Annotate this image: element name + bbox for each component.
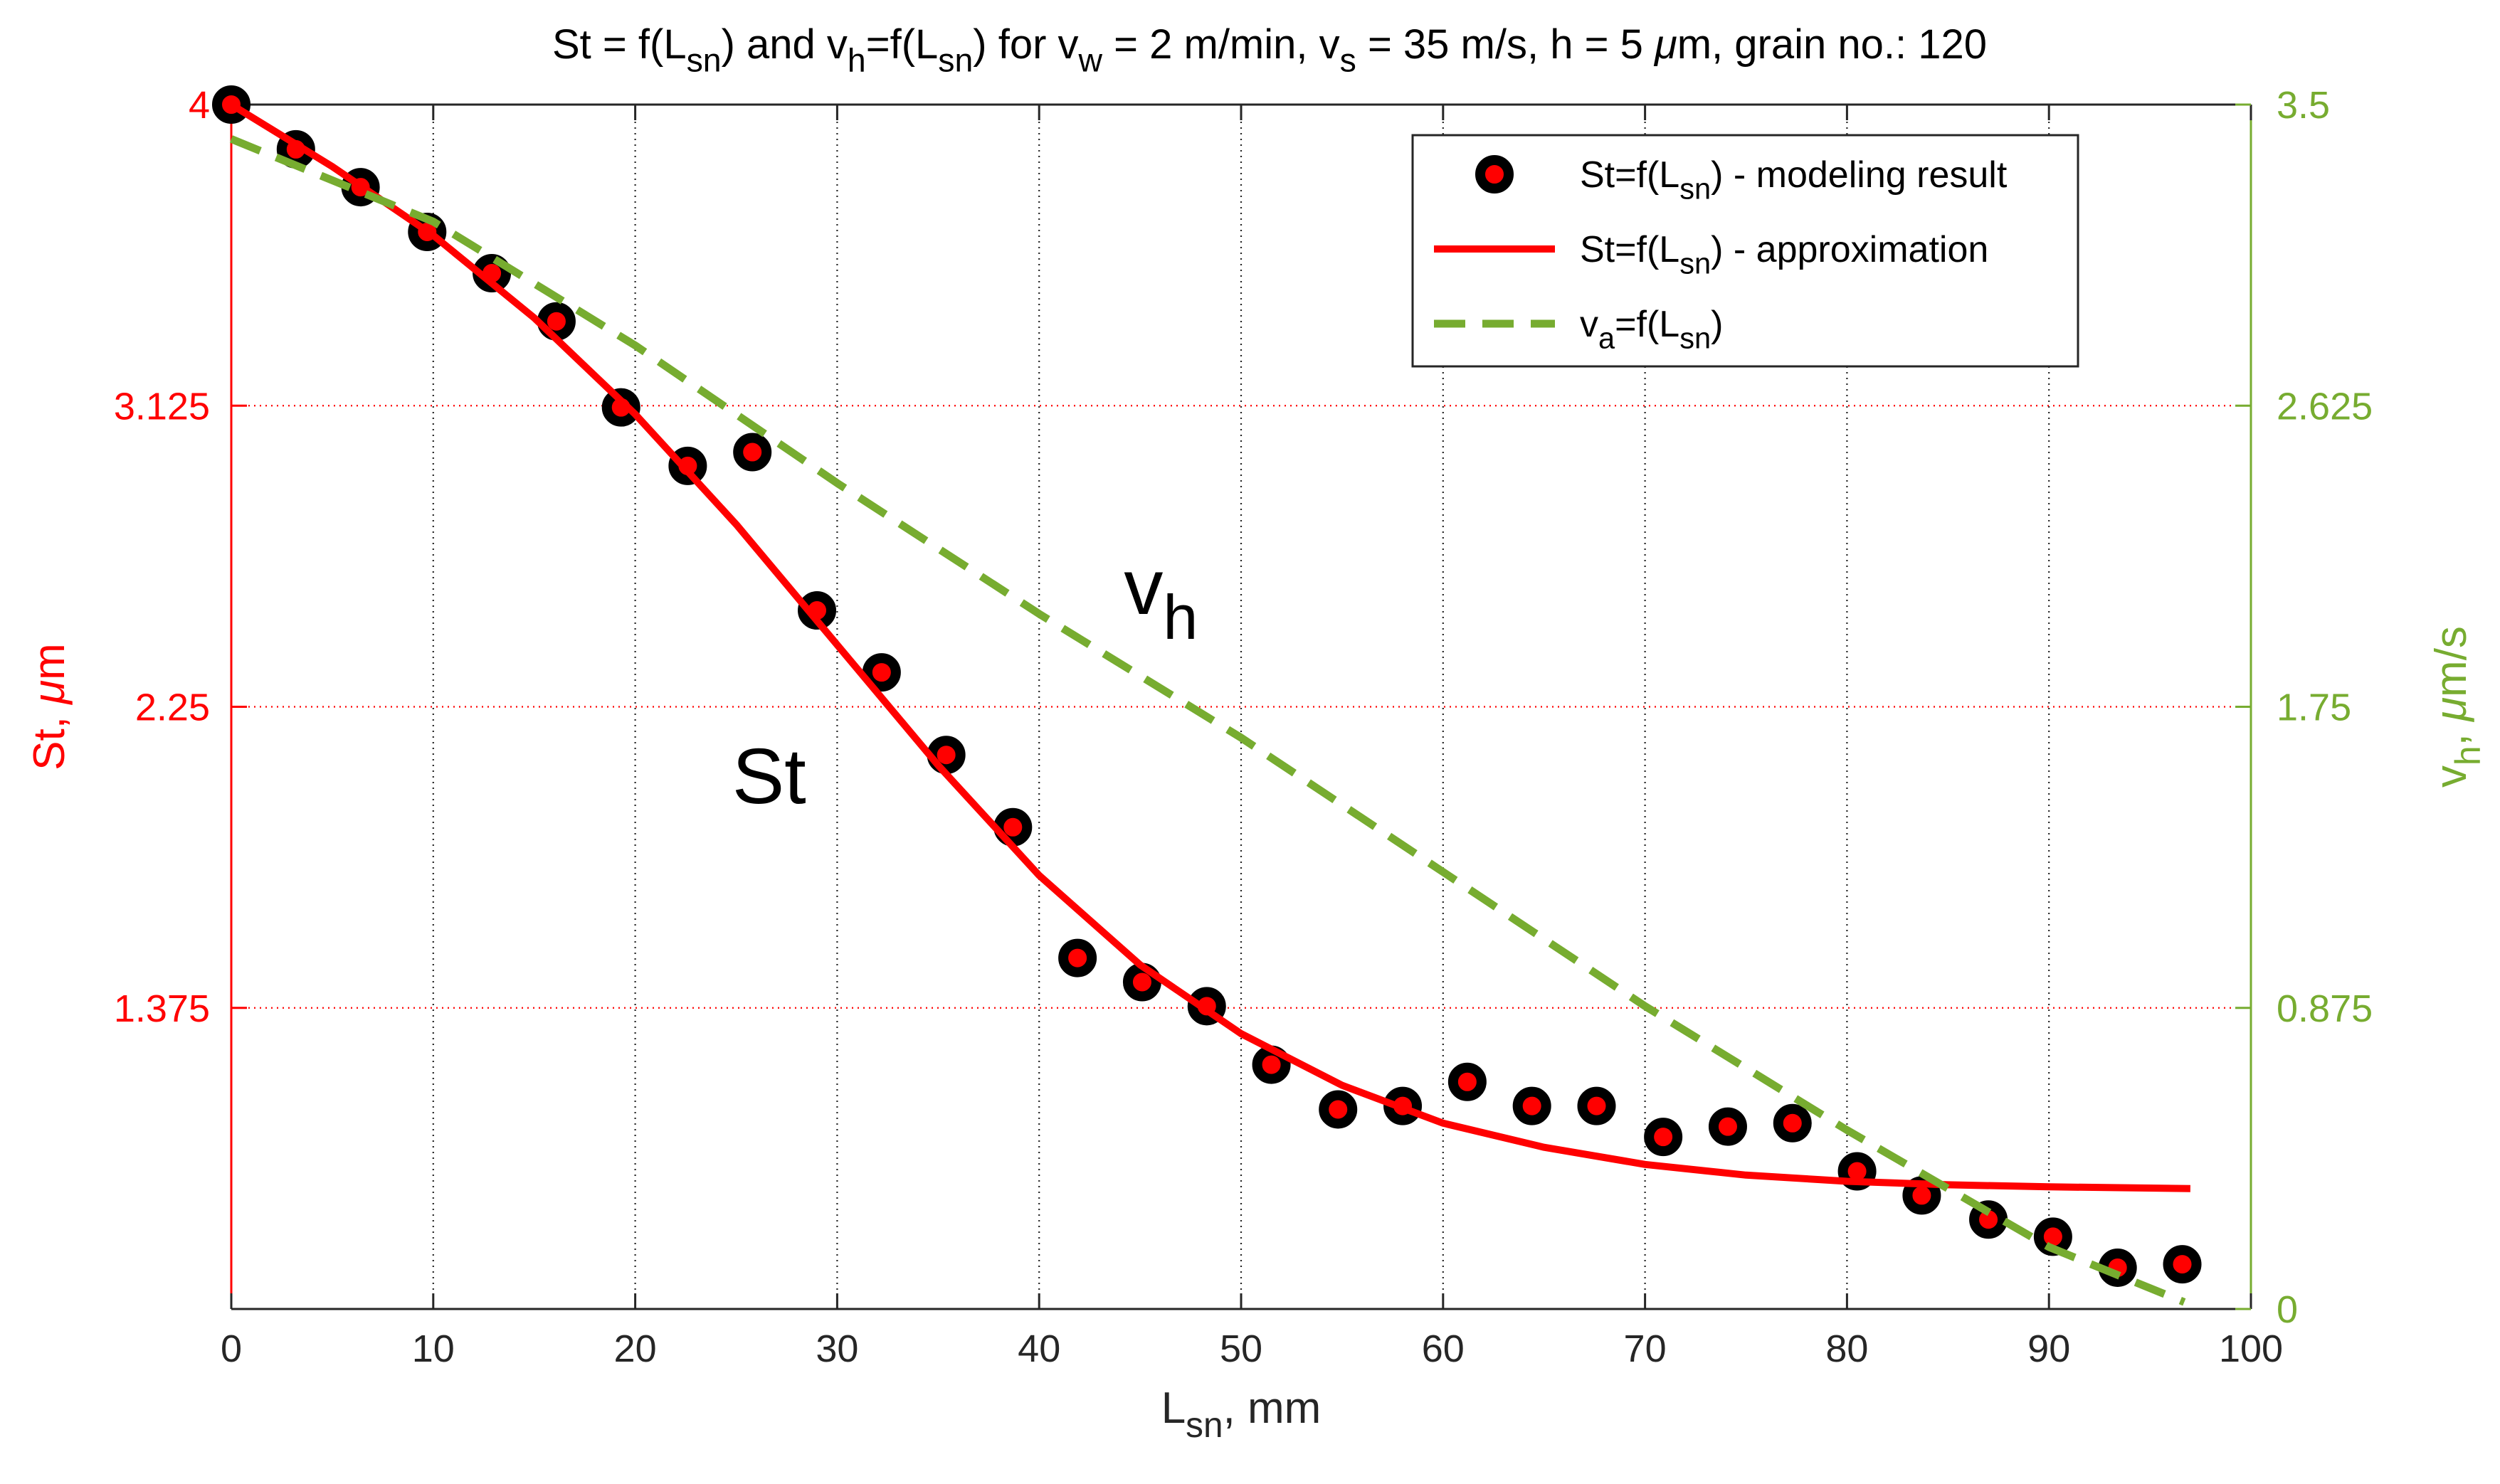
legend-label: St=f(Lsn) - approximation <box>1580 229 1988 280</box>
x-axis-label-run: L <box>1161 1384 1186 1433</box>
data-point <box>601 388 640 427</box>
axes <box>230 103 2252 1310</box>
chart-title-run: sn <box>938 42 973 79</box>
chart-title-run: s <box>1340 42 1356 79</box>
chart-title: St = f(Lsn) and vh=f(Lsn) for vw = 2 m/m… <box>552 21 1987 79</box>
data-point <box>1969 1200 2008 1239</box>
chart-title-run: = 2 m/min, v <box>1102 21 1340 68</box>
y-right-tick-label: 2.625 <box>2277 385 2373 428</box>
legend-label-run: St=f(L <box>1580 154 1679 196</box>
data-point <box>1319 1090 1358 1129</box>
data-point <box>1512 1086 1551 1125</box>
chart-title-run: ) for v <box>973 21 1078 68</box>
legend-label: va=f(Lsn) <box>1580 304 1723 355</box>
y-left-tick-label: 2.25 <box>135 687 210 729</box>
x-tick-label: 40 <box>1018 1327 1060 1370</box>
y-right-axis-label-run: μ <box>2427 697 2476 723</box>
data-point <box>2163 1245 2202 1284</box>
data-point <box>1773 1103 1812 1143</box>
y-left-tick-label: 3.125 <box>114 385 210 428</box>
legend-label-run: v <box>1580 304 1598 345</box>
legend-label-run: sn <box>1679 247 1711 280</box>
vh-line <box>229 135 2186 1306</box>
chart-title-run: h <box>848 42 866 79</box>
data-point <box>1577 1086 1616 1125</box>
chart-title-run: = 35 m/s, h = 5 <box>1356 21 1655 68</box>
data-point <box>1644 1118 1683 1157</box>
data-point <box>1447 1062 1487 1101</box>
y-right-axis-label: vh, μm/s <box>2427 626 2488 788</box>
y-right-axis-label-run: m/s <box>2427 626 2476 697</box>
legend-label-run: =f(L <box>1615 304 1679 345</box>
annotation-vh: vh <box>1124 544 1198 652</box>
x-axis-label-run: sn <box>1186 1405 1223 1445</box>
annotation-st-run: St <box>732 733 806 820</box>
y-right-tick-label: 0 <box>2277 1288 2298 1331</box>
y-left-axis-label-run: m <box>25 643 74 680</box>
y-right-axis-label-run: v <box>2427 765 2476 788</box>
chart-title-run: ) and v <box>722 21 848 68</box>
x-tick-label: 90 <box>2027 1327 2070 1370</box>
annotation-vh-run: v <box>1124 544 1163 631</box>
x-axis-label-run: , mm <box>1223 1384 1322 1433</box>
chart-title-run: w <box>1078 42 1103 79</box>
y-left-axis-label-run: St, <box>25 704 74 770</box>
data-point <box>733 433 772 472</box>
x-tick-label: 70 <box>1624 1327 1667 1370</box>
legend-label-run: ) <box>1711 304 1723 345</box>
y-left-axis-label: St, μm <box>25 643 74 770</box>
legend-label-run: a <box>1598 322 1615 355</box>
chart-title-run: m, grain no.: 120 <box>1677 21 1987 68</box>
x-tick-label: 60 <box>1422 1327 1465 1370</box>
data-point <box>862 653 901 692</box>
y-right-tick-label: 0.875 <box>2277 987 2373 1030</box>
approximation-line <box>229 101 2190 1192</box>
annotation-st: St <box>732 733 806 820</box>
chart-title-run: St = f(L <box>552 21 687 68</box>
x-tick-label: 0 <box>221 1327 242 1370</box>
chart-title-run: μ <box>1653 21 1677 68</box>
y-right-axis-label-run: , <box>2427 721 2476 746</box>
y-left-axis-label-run: μ <box>25 680 74 706</box>
legend-label-run: sn <box>1679 172 1711 206</box>
legend-marker-swatch <box>1475 155 1514 194</box>
y-left-tick-label: 4 <box>189 84 210 127</box>
x-tick-label: 20 <box>614 1327 657 1370</box>
x-tick-label: 50 <box>1220 1327 1262 1370</box>
annotation-vh-run: h <box>1163 582 1198 652</box>
y-right-tick-label: 3.5 <box>2277 84 2330 127</box>
series-layer <box>212 85 2202 1306</box>
x-tick-label: 100 <box>2219 1327 2283 1370</box>
legend-label: St=f(Lsn) - modeling result <box>1580 154 2008 206</box>
data-point <box>1058 938 1097 977</box>
legend-label-run: ) - modeling result <box>1711 154 2008 196</box>
x-axis-label: Lsn, mm <box>1161 1384 1322 1445</box>
x-tick-label: 80 <box>1825 1327 1868 1370</box>
legend-label-run: ) - approximation <box>1711 229 1988 270</box>
chart-title-run: sn <box>687 42 722 79</box>
data-point <box>1708 1107 1747 1146</box>
y-left-tick-label: 1.375 <box>114 987 210 1030</box>
x-tick-label: 10 <box>412 1327 455 1370</box>
legend-label-run: sn <box>1679 322 1711 355</box>
marker-series <box>212 85 2202 1287</box>
chart-title-run: =f(L <box>866 21 939 68</box>
x-tick-label: 30 <box>816 1327 858 1370</box>
y-right-axis-label-run: h <box>2448 746 2488 765</box>
legend-label-run: St=f(L <box>1580 229 1679 270</box>
y-right-tick-label: 1.75 <box>2277 687 2351 729</box>
tick-labels: 0 10 20 30 40 50 60 70 80 90 1001.3752.253.125400.… <box>114 84 2373 1370</box>
chart-text: St = f(Lsn) and vh=f(Lsn) for vw = 2 m/m… <box>25 21 2488 1445</box>
